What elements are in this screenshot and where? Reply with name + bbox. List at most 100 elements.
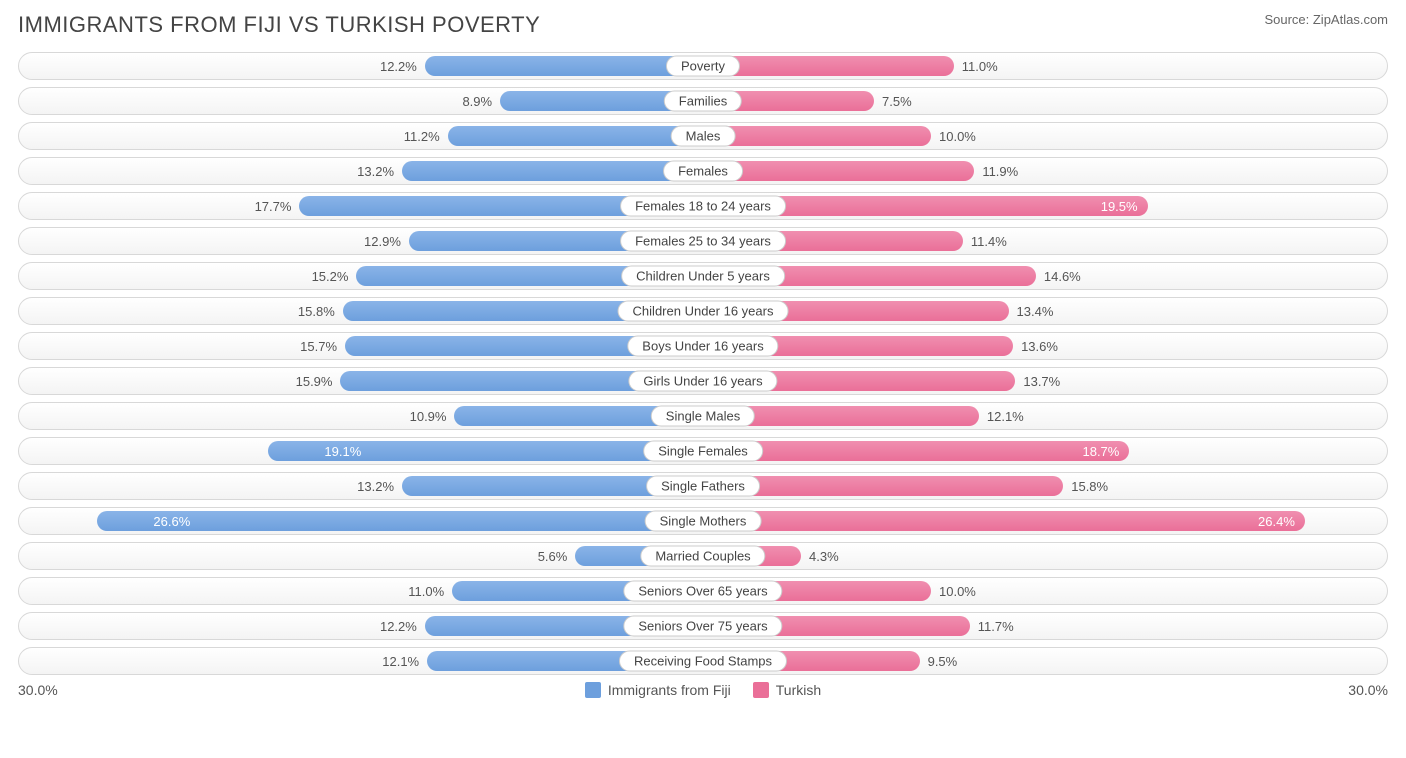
value-right: 15.8% (1063, 473, 1108, 499)
row-half-left: 15.9% (19, 368, 703, 394)
value-right: 9.5% (920, 648, 958, 674)
axis-max-left: 30.0% (18, 682, 58, 698)
row-half-right: 18.7% (703, 438, 1387, 464)
category-label: Girls Under 16 years (628, 371, 777, 392)
value-right: 13.6% (1013, 333, 1058, 359)
chart-row: 8.9%7.5%Families (18, 87, 1388, 115)
value-right: 13.4% (1009, 298, 1054, 324)
row-half-right: 10.0% (703, 578, 1387, 604)
chart-row: 13.2%15.8%Single Fathers (18, 472, 1388, 500)
value-left: 12.2% (380, 53, 425, 79)
row-half-right: 7.5% (703, 88, 1387, 114)
row-half-right: 13.4% (703, 298, 1387, 324)
value-right: 26.4% (703, 508, 1305, 534)
legend-label-right: Turkish (776, 682, 821, 698)
legend-item-right: Turkish (753, 682, 821, 698)
category-label: Males (671, 126, 736, 147)
bar-left (448, 126, 703, 146)
chart-row: 17.7% 19.5%Females 18 to 24 years (18, 192, 1388, 220)
value-right: 4.3% (801, 543, 839, 569)
value-left: 11.2% (404, 123, 448, 149)
value-right: 13.7% (1015, 368, 1060, 394)
chart-row: 12.1% 9.5% Receiving Food Stamps (18, 647, 1388, 675)
row-half-right: 15.8% (703, 473, 1387, 499)
value-left: 12.1% (382, 648, 427, 674)
row-half-left: 15.8% (19, 298, 703, 324)
value-right: 11.7% (970, 613, 1014, 639)
value-left: 12.2% (380, 613, 425, 639)
row-half-right: 10.0% (703, 123, 1387, 149)
row-half-left: 19.1% (19, 438, 703, 464)
chart-row: 5.6% 4.3% Married Couples (18, 542, 1388, 570)
row-half-right: 12.1% (703, 403, 1387, 429)
value-right: 14.6% (1036, 263, 1081, 289)
value-left: 10.9% (410, 403, 455, 429)
bar-left (425, 56, 703, 76)
row-half-right: 14.6% (703, 263, 1387, 289)
category-label: Seniors Over 75 years (623, 616, 782, 637)
value-right: 11.9% (974, 158, 1018, 184)
row-half-right: 19.5% (703, 193, 1387, 219)
diverging-bar-chart: 12.2%11.0%Poverty8.9%7.5%Families11.2%10… (18, 52, 1388, 675)
value-left: 15.9% (296, 368, 341, 394)
chart-row: 15.9% 13.7% Girls Under 16 years (18, 367, 1388, 395)
value-left: 26.6% (143, 508, 190, 534)
row-half-left: 11.2% (19, 123, 703, 149)
row-half-left: 12.2% (19, 613, 703, 639)
row-half-right: 11.7% (703, 613, 1387, 639)
row-half-right: 4.3% (703, 543, 1387, 569)
bar-right (703, 126, 931, 146)
row-half-left: 8.9% (19, 88, 703, 114)
category-label: Married Couples (640, 546, 765, 567)
row-half-left: 12.9% (19, 228, 703, 254)
legend-label-left: Immigrants from Fiji (608, 682, 731, 698)
category-label: Females 25 to 34 years (620, 231, 786, 252)
chart-row: 12.2%11.0%Poverty (18, 52, 1388, 80)
category-label: Receiving Food Stamps (619, 651, 787, 672)
chart-title: IMMIGRANTS FROM FIJI VS TURKISH POVERTY (18, 12, 540, 38)
value-left: 15.8% (298, 298, 343, 324)
chart-row: 15.2% 14.6% Children Under 5 years (18, 262, 1388, 290)
value-left: 5.6% (538, 543, 576, 569)
value-right: 18.7% (703, 438, 1129, 464)
row-half-right: 11.9% (703, 158, 1387, 184)
swatch-blue (585, 682, 601, 698)
category-label: Children Under 5 years (621, 266, 785, 287)
legend: Immigrants from Fiji Turkish (585, 682, 821, 698)
chart-source: Source: ZipAtlas.com (1264, 12, 1388, 27)
row-half-left: 26.6% (19, 508, 703, 534)
category-label: Single Males (651, 406, 755, 427)
row-half-left: 10.9% (19, 403, 703, 429)
value-left: 11.0% (408, 578, 452, 604)
chart-row: 10.9% 12.1% Single Males (18, 402, 1388, 430)
value-left: 12.9% (364, 228, 409, 254)
legend-item-left: Immigrants from Fiji (585, 682, 731, 698)
swatch-pink (753, 682, 769, 698)
value-left: 15.7% (300, 333, 345, 359)
axis-max-right: 30.0% (1348, 682, 1388, 698)
row-half-right: 11.4% (703, 228, 1387, 254)
chart-header: IMMIGRANTS FROM FIJI VS TURKISH POVERTY … (18, 12, 1388, 38)
chart-row: 19.1%18.7%Single Females (18, 437, 1388, 465)
chart-row: 12.2% 11.7% Seniors Over 75 years (18, 612, 1388, 640)
chart-row: 15.7%13.6%Boys Under 16 years (18, 332, 1388, 360)
value-left: 13.2% (357, 158, 402, 184)
value-right: 10.0% (931, 578, 976, 604)
chart-row: 11.2% 10.0%Males (18, 122, 1388, 150)
category-label: Females 18 to 24 years (620, 196, 786, 217)
row-half-right: 13.6% (703, 333, 1387, 359)
row-half-left: 12.2% (19, 53, 703, 79)
value-right: 7.5% (874, 88, 912, 114)
value-left: 19.1% (314, 438, 361, 464)
bar-right (703, 161, 974, 181)
value-right: 12.1% (979, 403, 1024, 429)
bar-left (402, 161, 703, 181)
category-label: Seniors Over 65 years (623, 581, 782, 602)
value-left: 8.9% (462, 88, 500, 114)
row-half-left: 17.7% (19, 193, 703, 219)
row-half-right: 9.5% (703, 648, 1387, 674)
chart-row: 26.6%26.4%Single Mothers (18, 507, 1388, 535)
value-right: 11.4% (963, 228, 1007, 254)
row-half-left: 15.2% (19, 263, 703, 289)
value-left: 17.7% (255, 193, 300, 219)
